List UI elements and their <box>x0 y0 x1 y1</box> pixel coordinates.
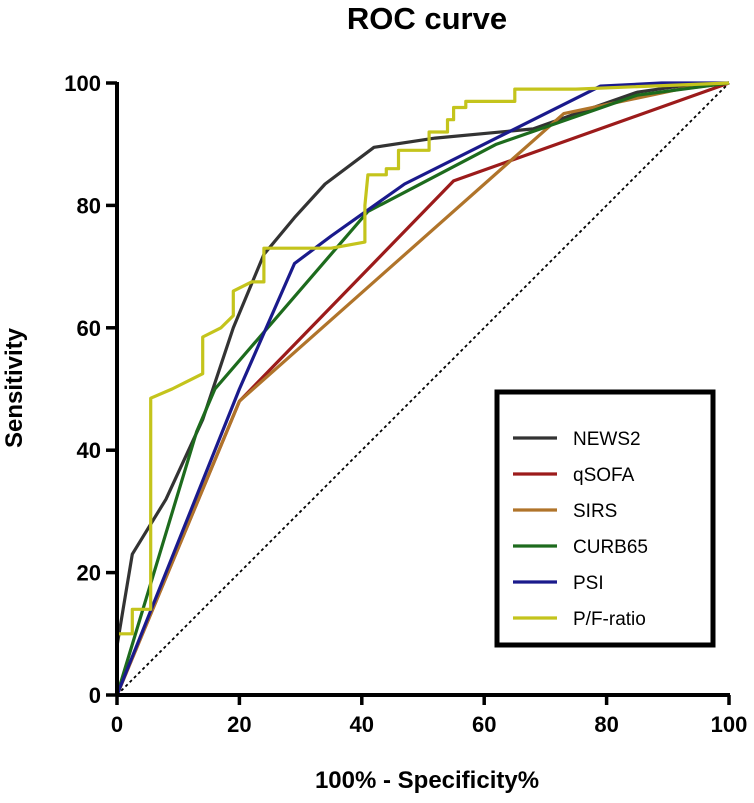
y-tick-label: 40 <box>77 438 101 463</box>
y-tick-label: 20 <box>77 561 101 586</box>
y-tick-label: 100 <box>64 71 101 96</box>
x-tick-label: 0 <box>111 712 123 737</box>
legend-box <box>494 389 716 648</box>
reference-diagonal-line <box>116 82 730 696</box>
legend-label: CURB65 <box>573 537 648 558</box>
x-tick-label: 60 <box>472 712 496 737</box>
y-axis-label: Sensitivity <box>1 327 28 448</box>
legend: NEWS2 qSOFA SIRS CURB65 PSI P/F-ratio <box>494 389 716 648</box>
x-tick-label: 20 <box>227 712 251 737</box>
chart-title: ROC curve <box>347 1 507 36</box>
legend-label: NEWS2 <box>573 429 641 450</box>
y-tick-label: 60 <box>77 316 101 341</box>
x-tick-label: 100 <box>711 712 748 737</box>
series-line-psi <box>115 81 729 696</box>
legend-label: qSOFA <box>573 465 635 486</box>
legend-label: SIRS <box>573 501 617 522</box>
y-tick-label: 0 <box>89 683 101 708</box>
x-axis-label: 100% - Specificity% <box>315 767 539 794</box>
series-line-p-f-ratio <box>115 81 730 695</box>
x-tick-label: 80 <box>594 712 618 737</box>
plot-area: 0 20 40 60 80 100 0 20 40 60 80 100 NEWS2 qSOFA SIRS CU… <box>64 71 747 737</box>
legend-label: PSI <box>573 573 604 594</box>
legend-label: P/F-ratio <box>573 609 646 630</box>
y-tick-label: 80 <box>77 193 101 218</box>
x-tick-label: 40 <box>350 712 374 737</box>
